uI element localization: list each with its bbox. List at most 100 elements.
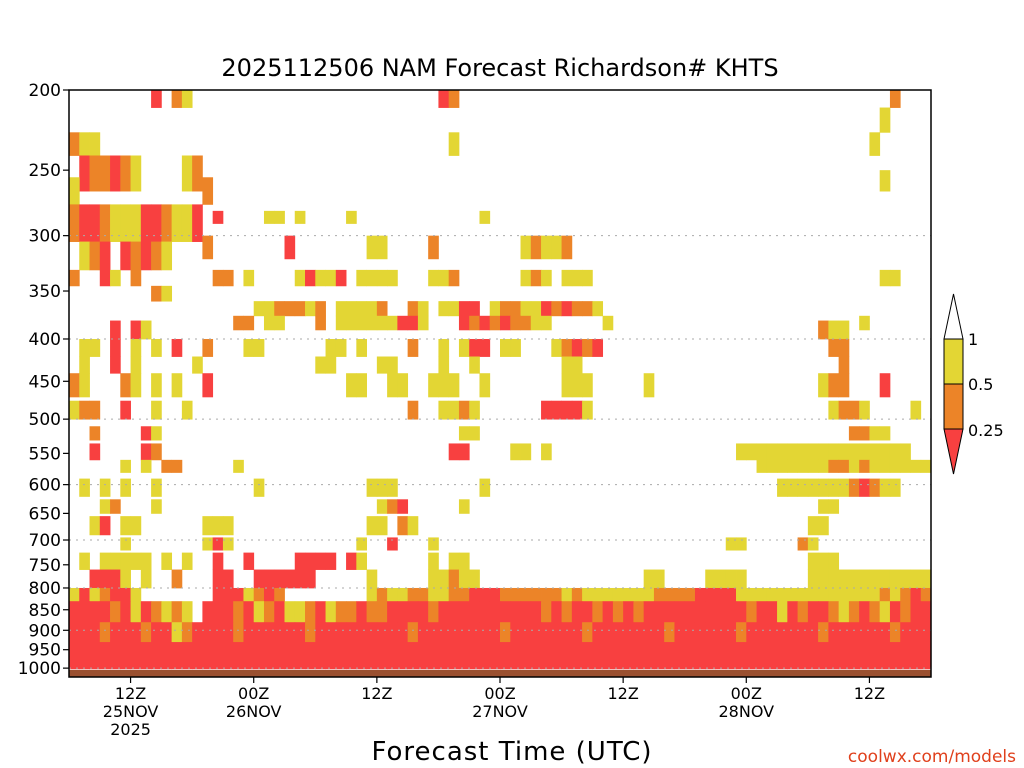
ri-cell — [79, 356, 90, 374]
ri-cell — [387, 373, 398, 398]
ri-cell — [397, 587, 409, 602]
ri-cell — [315, 622, 326, 643]
ri-cell — [448, 552, 460, 570]
ri-cell — [151, 642, 162, 670]
ri-cell — [859, 569, 870, 589]
x-tick-label: 28NOV — [718, 702, 774, 721]
ri-cell — [551, 235, 562, 260]
ri-cell — [633, 601, 645, 623]
ri-cell — [140, 459, 152, 473]
ri-cell — [889, 587, 901, 602]
chart-title: 2025112506 NAM Forecast Richardson# KHTS — [221, 54, 778, 82]
ri-cell — [263, 210, 275, 224]
ri-cell — [171, 204, 183, 242]
ri-cell — [161, 622, 173, 643]
ri-cell — [736, 537, 747, 551]
ri-cell — [140, 622, 152, 643]
ri-cell — [694, 642, 706, 670]
ri-cell — [623, 601, 634, 623]
ri-cell — [89, 516, 101, 536]
ri-cell — [222, 587, 234, 602]
ri-cell — [99, 552, 111, 570]
ri-cell — [387, 642, 398, 670]
ri-cell — [315, 552, 326, 570]
ri-cell — [171, 642, 183, 670]
ri-cell — [869, 569, 881, 589]
y-tick-label: 200 — [29, 81, 61, 101]
ri-cell — [120, 537, 131, 551]
ri-cell — [458, 338, 470, 357]
ri-cell — [151, 204, 162, 242]
ri-cell — [387, 356, 398, 374]
ri-cell — [428, 269, 439, 287]
ri-cell — [879, 642, 891, 670]
ri-cell — [222, 569, 234, 589]
ri-cell — [387, 587, 398, 602]
ri-cell — [879, 373, 891, 398]
ri-cell — [120, 552, 131, 570]
ri-cell — [99, 499, 111, 514]
y-tick-label: 700 — [29, 531, 61, 551]
ri-cell — [469, 587, 480, 602]
ri-cell — [151, 400, 162, 420]
ri-cell — [335, 338, 347, 357]
y-tick-label: 800 — [29, 579, 61, 599]
ri-cell — [818, 443, 829, 461]
ri-cell — [458, 400, 470, 420]
ri-cell — [151, 622, 162, 643]
ri-cell — [356, 552, 367, 570]
ri-cell — [838, 478, 850, 497]
ri-cell — [469, 356, 480, 374]
ri-cell — [571, 301, 583, 317]
ri-cell — [889, 569, 901, 589]
x-tick-label: 00Z — [731, 684, 762, 703]
ri-cell — [222, 622, 234, 643]
ri-cell — [335, 601, 347, 623]
ri-cell — [161, 642, 173, 670]
ri-cell — [571, 400, 583, 420]
ri-cell — [900, 622, 911, 643]
ri-cell — [151, 601, 162, 623]
ri-cell — [438, 622, 450, 643]
ri-cell — [325, 338, 337, 357]
ri-cell — [859, 587, 870, 602]
ri-cell — [828, 601, 840, 623]
ri-cell — [694, 601, 706, 623]
ri-cell — [479, 601, 491, 623]
ri-cell — [469, 400, 480, 420]
ri-cell — [541, 269, 552, 287]
ri-cell — [151, 499, 162, 514]
ri-cell — [448, 269, 460, 287]
ri-cell — [653, 569, 665, 589]
ri-cell — [448, 301, 460, 317]
ri-cell — [222, 537, 234, 551]
ri-cell — [222, 642, 234, 670]
ri-cell — [171, 622, 183, 643]
ri-cell — [376, 642, 388, 670]
ri-cell — [305, 569, 316, 589]
ri-cell — [684, 601, 696, 623]
ri-cell — [838, 459, 850, 473]
ri-cell — [243, 622, 255, 643]
ri-cell — [284, 301, 296, 317]
ri-cell — [407, 301, 419, 317]
ri-cell — [140, 601, 152, 623]
ri-cell — [766, 443, 778, 461]
ri-cell — [458, 426, 470, 441]
ri-cell — [325, 552, 337, 570]
ri-cell — [869, 132, 881, 156]
ri-cell — [920, 601, 932, 623]
ri-cell — [263, 301, 275, 317]
ri-cell — [89, 443, 101, 461]
ri-cell — [859, 443, 870, 461]
ri-cell — [500, 622, 511, 643]
ri-cell — [900, 443, 911, 461]
ri-cell — [140, 204, 152, 242]
ri-cell — [448, 132, 460, 156]
ri-cell — [807, 478, 819, 497]
ri-cell — [879, 107, 891, 133]
ri-cell — [151, 443, 162, 461]
ri-cell — [479, 587, 491, 602]
ri-cell — [243, 587, 255, 602]
ri-cell — [879, 601, 891, 623]
